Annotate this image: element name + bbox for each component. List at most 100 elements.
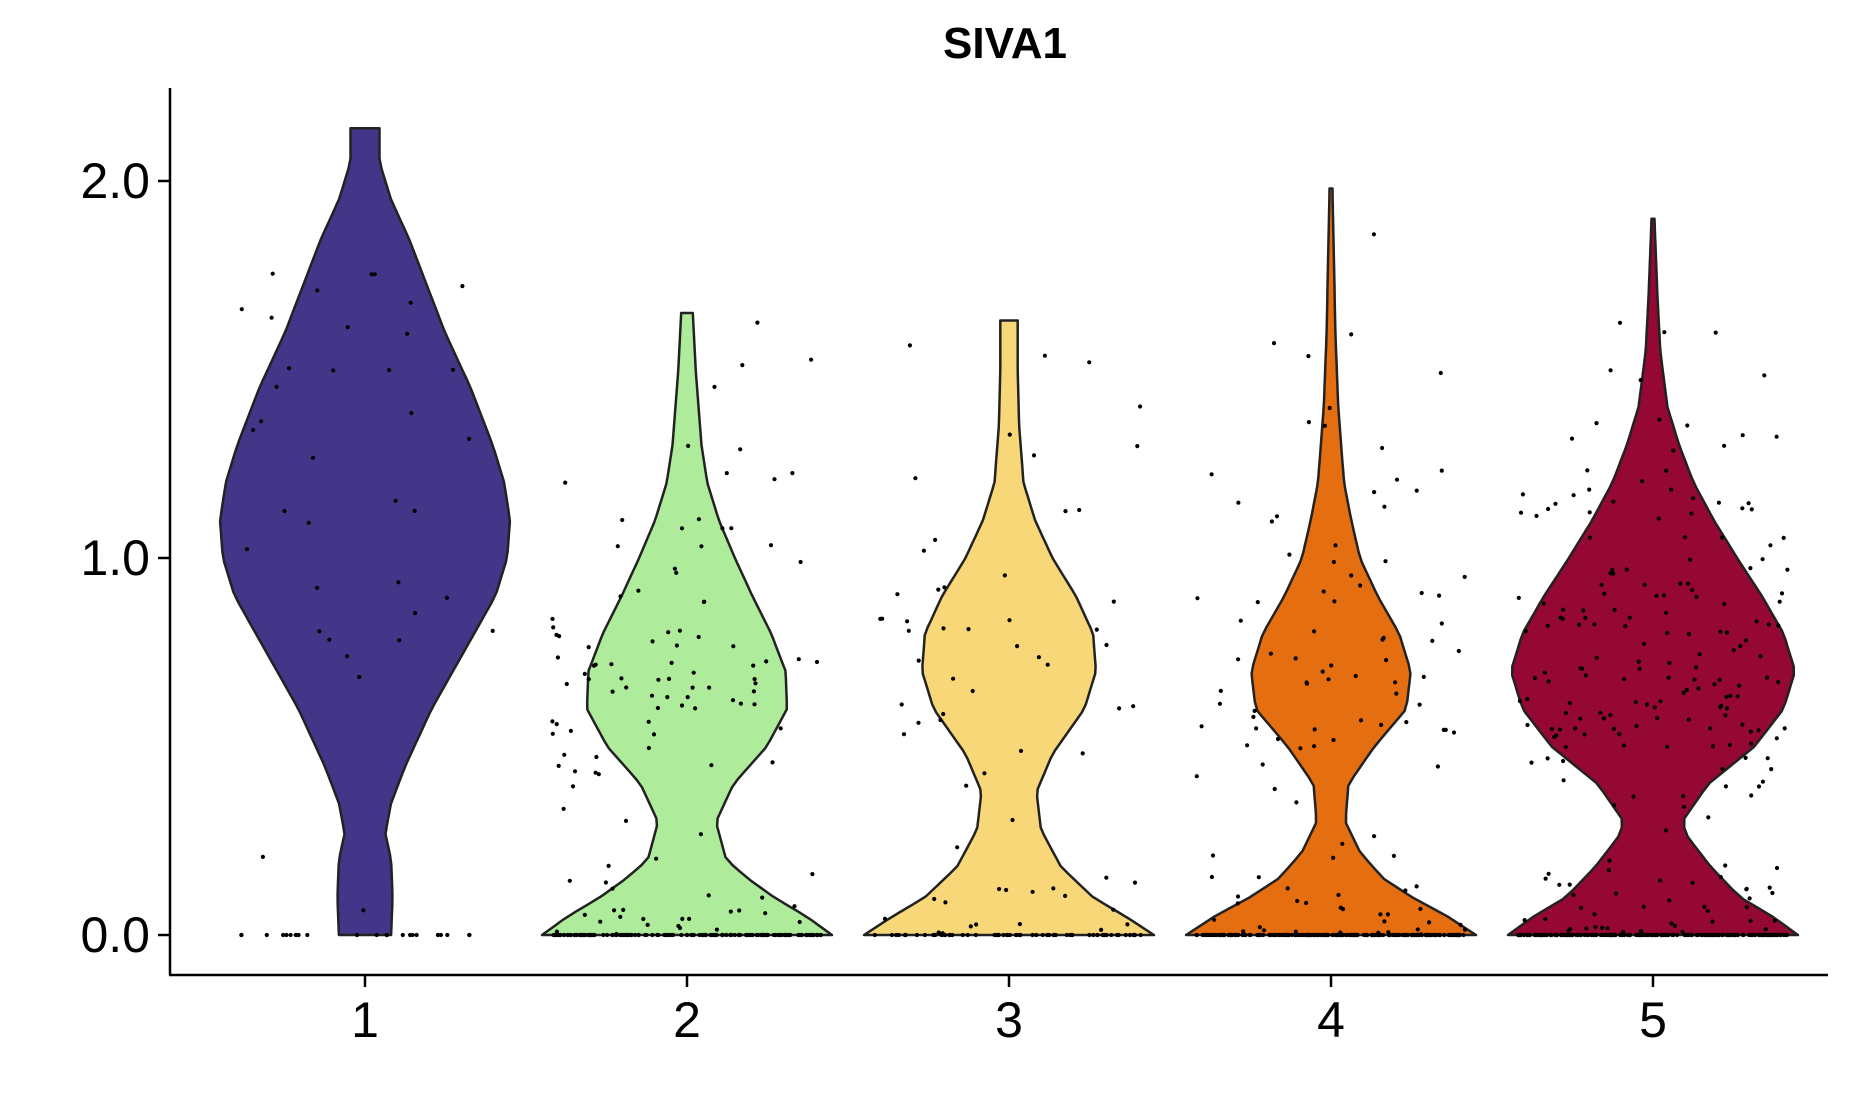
data-point — [1749, 793, 1754, 798]
data-point — [1671, 448, 1676, 453]
data-point — [1064, 932, 1069, 938]
data-point — [768, 543, 774, 548]
data-point — [1340, 907, 1346, 912]
data-point — [1549, 726, 1554, 732]
data-point — [582, 671, 587, 677]
data-point — [1723, 863, 1728, 868]
data-point — [943, 900, 948, 905]
data-point — [1212, 917, 1217, 922]
data-point — [1686, 632, 1691, 637]
data-point — [1289, 932, 1294, 938]
data-point — [712, 384, 717, 389]
data-point — [561, 806, 566, 812]
data-point — [1748, 741, 1754, 746]
data-point — [1421, 674, 1426, 680]
data-point — [624, 685, 629, 690]
data-point — [687, 916, 692, 922]
data-point — [605, 932, 610, 938]
data-point — [1724, 694, 1729, 699]
data-point — [1236, 657, 1241, 662]
data-point — [1747, 896, 1752, 901]
data-point — [1204, 932, 1209, 938]
data-point — [315, 585, 320, 591]
data-point — [1727, 742, 1732, 748]
data-point — [1430, 638, 1435, 644]
data-point — [1519, 932, 1524, 938]
data-point — [974, 922, 979, 927]
data-point — [1772, 918, 1777, 923]
data-point — [1622, 677, 1627, 682]
data-point — [1655, 716, 1660, 721]
data-point — [467, 932, 472, 938]
data-point — [1709, 932, 1714, 938]
data-point — [1598, 710, 1603, 715]
data-point — [612, 908, 617, 913]
data-point — [691, 670, 696, 675]
data-point — [1611, 499, 1616, 504]
data-point — [563, 480, 568, 485]
data-point — [1331, 855, 1336, 861]
data-point — [676, 923, 681, 929]
data-point — [1557, 727, 1562, 732]
data-point — [1518, 510, 1524, 515]
data-point — [1594, 421, 1599, 426]
data-point — [582, 912, 587, 918]
data-point — [1388, 932, 1393, 938]
data-point — [586, 677, 591, 682]
data-point — [1617, 732, 1622, 737]
data-point — [1650, 932, 1655, 938]
data-point — [1104, 642, 1109, 648]
data-point — [286, 366, 292, 371]
data-point — [413, 611, 418, 616]
data-point — [872, 932, 877, 938]
data-point — [1034, 932, 1039, 938]
data-point — [1529, 760, 1534, 765]
data-point — [779, 932, 784, 938]
data-point — [666, 630, 671, 635]
data-point — [1765, 675, 1770, 680]
data-point — [1664, 610, 1669, 615]
data-point — [315, 288, 320, 293]
data-point — [903, 932, 908, 938]
data-point — [955, 845, 960, 850]
data-point — [1415, 927, 1420, 932]
data-point — [1015, 644, 1020, 649]
data-point — [1571, 493, 1576, 498]
data-point — [1312, 932, 1317, 938]
data-point — [1663, 828, 1669, 833]
data-point — [610, 932, 615, 938]
data-point — [799, 932, 805, 938]
data-point — [997, 886, 1002, 892]
data-point — [1381, 635, 1386, 641]
data-point — [1667, 898, 1672, 903]
violin-5 — [1506, 217, 1800, 937]
data-point — [1294, 800, 1299, 805]
data-point — [732, 932, 737, 938]
data-point — [763, 911, 768, 916]
data-point — [1748, 932, 1753, 938]
data-point — [770, 760, 775, 765]
data-point — [1665, 630, 1670, 636]
data-point — [1327, 405, 1332, 411]
data-point — [490, 628, 495, 634]
data-point — [896, 932, 901, 938]
data-point — [1724, 706, 1730, 711]
data-point — [567, 878, 572, 883]
data-point — [1769, 767, 1774, 772]
data-point — [281, 932, 286, 938]
data-point — [1700, 932, 1705, 938]
data-point — [1776, 623, 1781, 628]
data-point — [1642, 641, 1647, 647]
data-point — [1384, 658, 1389, 663]
data-point — [1138, 404, 1143, 409]
data-point — [755, 320, 760, 325]
data-point — [568, 728, 574, 734]
data-point — [1235, 901, 1240, 906]
data-point — [1320, 669, 1325, 674]
data-point — [1665, 744, 1670, 750]
data-point — [645, 922, 650, 928]
data-point — [1278, 932, 1283, 938]
data-point — [1694, 594, 1699, 600]
data-point — [672, 566, 678, 571]
data-point — [1743, 755, 1748, 761]
